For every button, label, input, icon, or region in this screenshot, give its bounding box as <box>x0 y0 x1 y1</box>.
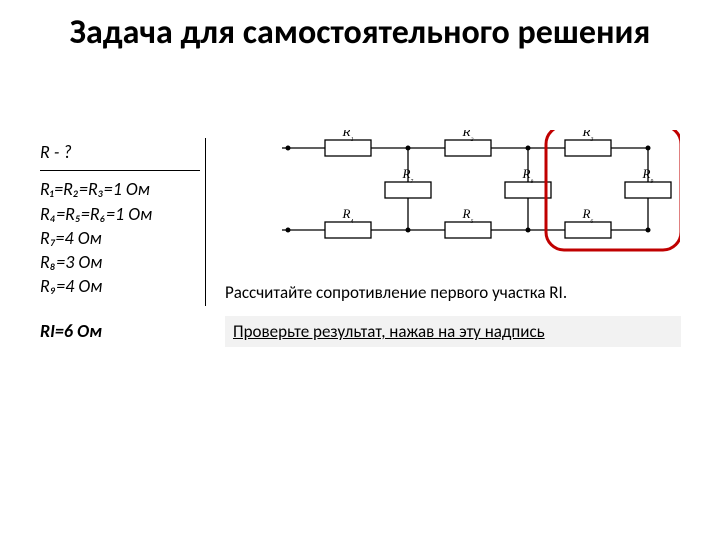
answer-text: RI=6 Ом <box>40 320 102 342</box>
given-line: R₄=R₅=R₆=1 Ом <box>40 202 200 226</box>
given-divider <box>40 170 200 171</box>
given-line: R₈=3 Ом <box>40 250 200 274</box>
given-block: R - ? R₁=R₂=R₃=1 Ом R₄=R₅=R₆=1 Ом R₇=4 О… <box>40 140 200 299</box>
svg-text:R₆: R₆ <box>581 206 593 223</box>
task-text-label: Рассчитайте сопротивление первого участк… <box>225 282 567 303</box>
given-border <box>205 138 206 306</box>
given-line: R₇=4 Ом <box>40 226 200 250</box>
unknown-label: R - ? <box>40 140 200 164</box>
given-line: R₉=4 Ом <box>40 274 200 298</box>
check-result-link[interactable]: Проверьте результат, нажав на эту надпис… <box>225 316 681 347</box>
svg-text:R₈: R₈ <box>521 166 533 183</box>
page-title: Задача для самостоятельного решения <box>0 14 720 51</box>
given-line: R₁=R₂=R₃=1 Ом <box>40 177 200 201</box>
circuit-diagram: R₁R₄R₇R₂R₅R₈R₃R₆R₉ <box>280 130 680 270</box>
svg-text:R₄: R₄ <box>341 206 353 223</box>
svg-text:R₅: R₅ <box>461 206 473 223</box>
task-instruction: Рассчитайте сопротивление первого участк… <box>225 282 695 303</box>
svg-text:R₉: R₉ <box>641 166 653 183</box>
svg-text:R₇: R₇ <box>401 166 413 183</box>
